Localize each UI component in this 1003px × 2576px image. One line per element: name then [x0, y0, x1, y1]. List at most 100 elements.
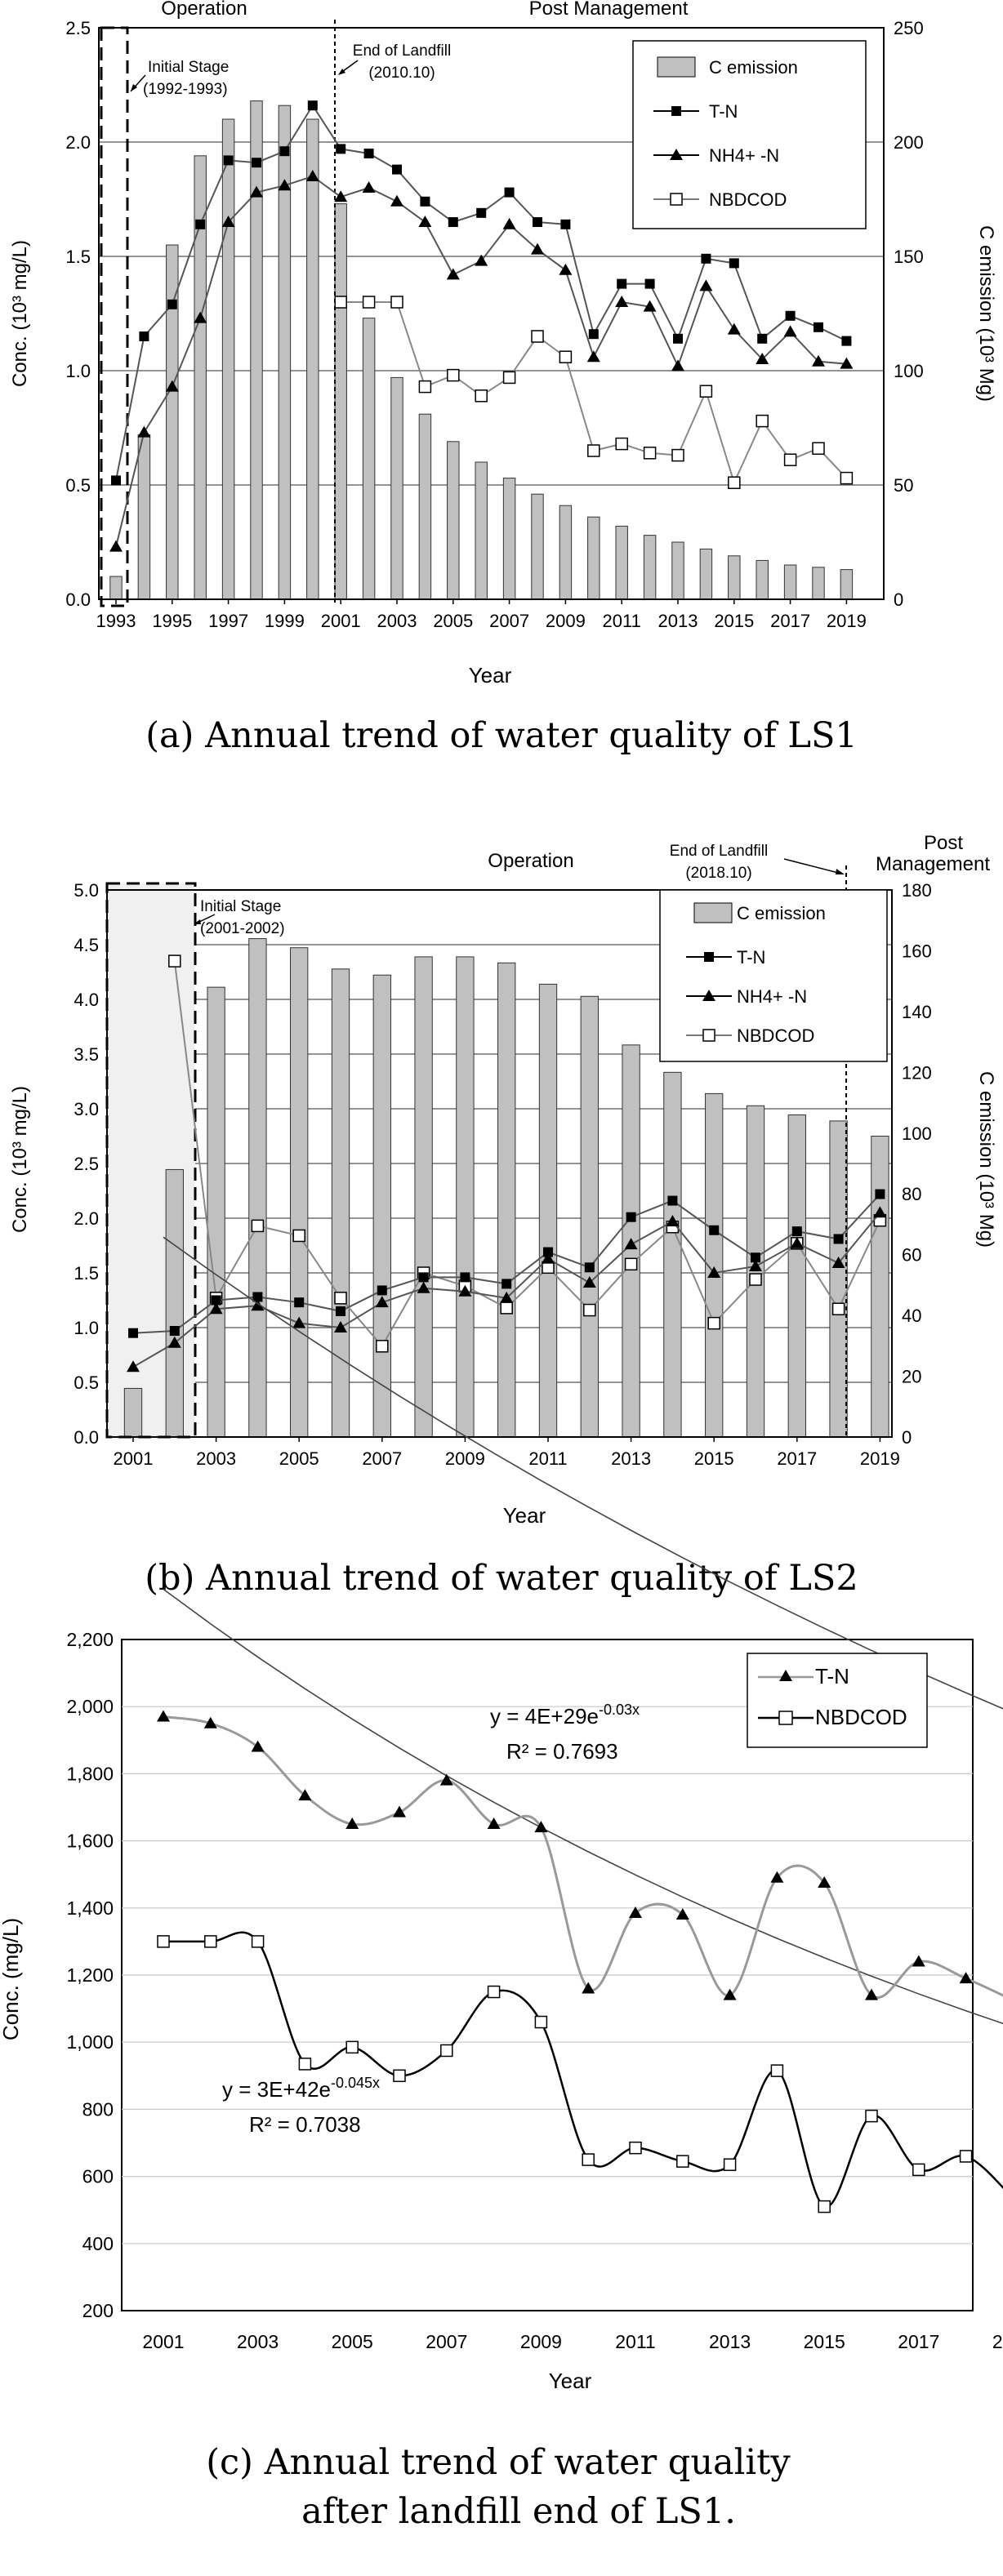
c-emission-bar	[109, 576, 123, 600]
nh4-point	[250, 185, 263, 198]
x-tick-label: 2019	[860, 1448, 900, 1469]
y-left-tick-label: 2.0	[74, 1208, 99, 1229]
x-axis-label: Year	[469, 663, 512, 687]
y-left-tick-label: 1.0	[65, 361, 91, 381]
c-emission-bar	[787, 1114, 806, 1438]
tn-point	[252, 158, 261, 168]
y-tick-label: 1,600	[66, 1831, 114, 1852]
x-tick-label: 2009	[445, 1448, 485, 1469]
tn-point	[629, 1906, 642, 1918]
nh4-point	[251, 1299, 265, 1311]
nbdcod-point	[345, 2040, 359, 2054]
c-emission-bar	[447, 441, 460, 600]
nh4-point	[334, 190, 348, 202]
nbdcod-point	[500, 1301, 513, 1315]
nh4-point	[458, 1284, 472, 1297]
tn-point	[336, 1306, 345, 1316]
c-emission-bar	[414, 956, 433, 1438]
nbdcod-point	[298, 2058, 312, 2071]
initial-stage-label: Initial Stage	[148, 59, 229, 76]
tn-point	[841, 336, 852, 346]
c-emission-bar	[362, 318, 376, 600]
c-emission-bar	[123, 1387, 143, 1438]
trend-tn-eq-base: y = 4E+29e	[490, 1704, 599, 1728]
legend-nbdcod-marker	[778, 1711, 793, 1725]
tn-point	[875, 1189, 885, 1199]
nh4-point	[624, 1238, 638, 1250]
initial-stage-label: Initial Stage	[200, 898, 281, 915]
nbdcod-point	[831, 1302, 845, 1315]
nbdcod-point	[583, 1303, 596, 1317]
x-tick-label: 2015	[804, 2331, 845, 2352]
c-emission-bar	[559, 505, 573, 600]
legend-tn: T-N	[737, 947, 765, 968]
tn-point	[169, 1326, 180, 1337]
x-tick-label: 2001	[321, 611, 361, 631]
y-right-tick-label: 0	[902, 1427, 912, 1448]
nh4-point	[756, 353, 769, 364]
c-emission-bar	[372, 974, 391, 1438]
y-left-tick-label: 1.0	[74, 1318, 99, 1338]
nh4-point	[165, 380, 179, 392]
legend-box	[747, 1653, 928, 1748]
tn-point	[626, 1212, 636, 1222]
tn-point	[534, 1821, 548, 1833]
tn-point	[476, 207, 487, 218]
tn-point	[533, 217, 542, 227]
legend-tn: T-N	[815, 1664, 849, 1688]
nh4-point	[109, 540, 123, 552]
nh4-point	[542, 1252, 555, 1264]
nbdcod-point	[587, 444, 600, 457]
c-emission-bar	[531, 493, 544, 600]
tn-point	[128, 1328, 138, 1338]
nbdcod-point	[840, 471, 854, 485]
tn-point	[504, 187, 515, 198]
y-right-tick-label: 100	[894, 361, 924, 381]
tn-point	[701, 253, 711, 264]
x-tick-label: 2011	[615, 2331, 655, 2352]
tn-point	[770, 1871, 784, 1883]
c-emission-bar	[587, 516, 600, 600]
nh4-point	[137, 425, 151, 438]
c-emission-bar	[165, 1168, 184, 1438]
nh4-point	[671, 359, 684, 371]
y-left-tick-label: 2.5	[74, 1154, 99, 1174]
c-emission-bar	[306, 118, 319, 600]
tn-point	[377, 1285, 387, 1296]
nh4-point	[167, 1336, 181, 1348]
y-right-tick-label: 120	[902, 1062, 932, 1083]
nbdcod-point	[475, 389, 488, 403]
legend-c: T-N NBDCOD	[747, 1653, 928, 1748]
tn-point	[392, 164, 402, 175]
nbdcod-point	[749, 1273, 762, 1286]
x-tick-label: 2003	[196, 1448, 236, 1469]
legend-nbdcod: NBDCOD	[737, 1026, 814, 1046]
tn-point	[543, 1247, 553, 1257]
initial-stage-arrowhead	[131, 84, 137, 91]
c-emission-bar	[331, 968, 350, 1438]
plot-frame	[106, 889, 893, 1438]
c-emission-bar	[663, 1071, 682, 1438]
c-emission-bar	[248, 938, 267, 1438]
tn-trendline	[163, 1236, 1003, 1710]
c-emission-bar	[580, 995, 599, 1438]
tn-series-line	[163, 1715, 1003, 1999]
x-tick-label: 2011	[603, 611, 641, 631]
tn-point	[460, 1272, 470, 1283]
nh4-point	[643, 300, 657, 312]
nbdcod-point	[534, 2015, 548, 2029]
y-left-tick-label: 2.0	[65, 132, 91, 153]
c-emission-bar	[643, 535, 657, 600]
x-tick-label: 2007	[426, 2331, 467, 2352]
trend-nbdcod-r2: R² = 0.7038	[249, 2112, 361, 2137]
legend-bar-swatch	[657, 56, 696, 78]
legend-nbdcod-marker	[702, 1029, 715, 1042]
x-tick-label: 2007	[362, 1448, 402, 1469]
x-tick-label: 2005	[433, 611, 473, 631]
trend-nbdcod-equation: y = 3E+42e-0.045x	[222, 2075, 380, 2102]
y-right-tick-label: 20	[902, 1367, 921, 1387]
nh4-point	[531, 242, 544, 255]
tn-point	[307, 100, 318, 111]
phase-management-label: Management	[876, 853, 990, 875]
c-emission-bar	[728, 555, 741, 600]
